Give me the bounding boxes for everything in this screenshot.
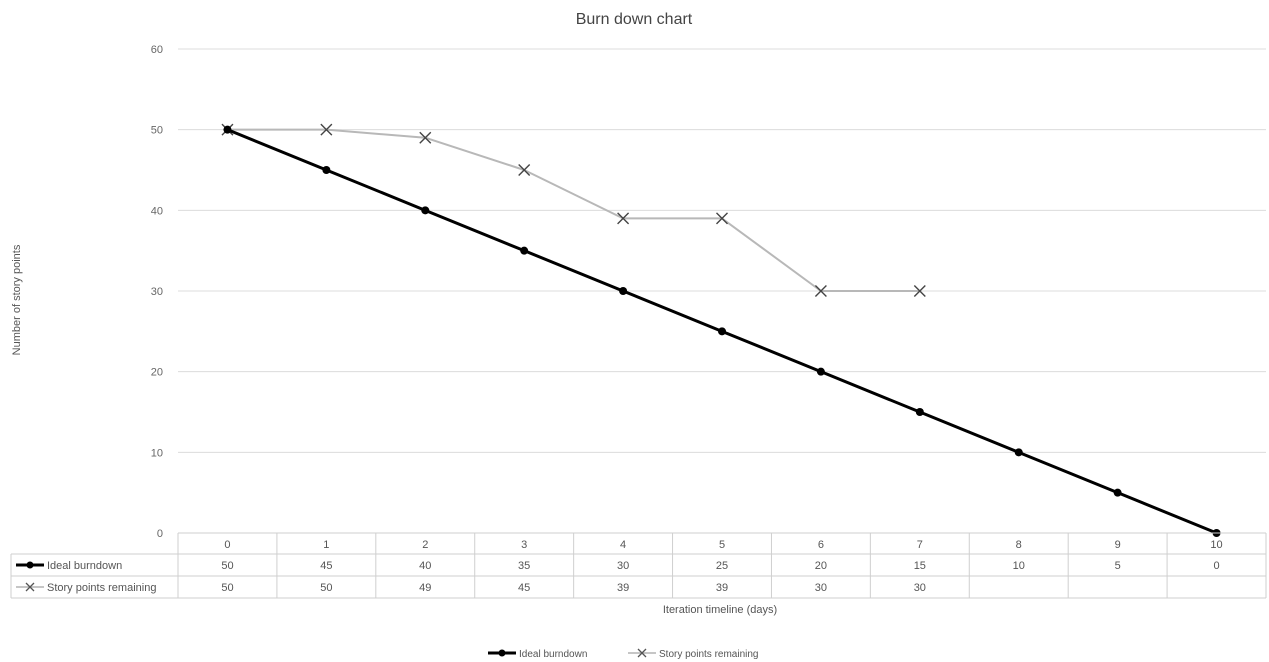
- x-tick-label: 5: [719, 539, 725, 551]
- y-tick-label: 0: [157, 528, 163, 540]
- table-cell: 39: [617, 582, 629, 594]
- table-cell: 35: [518, 560, 530, 572]
- legend: Ideal burndown Story points remaining: [488, 648, 759, 660]
- y-axis-ticks: 0 10 20 30 40 50 60: [151, 44, 163, 540]
- y-tick-label: 30: [151, 286, 163, 298]
- table-cell: 15: [914, 560, 926, 572]
- table-cell: 50: [221, 582, 233, 594]
- table-cell: 10: [1013, 560, 1025, 572]
- x-tick-label: 9: [1115, 539, 1121, 551]
- y-tick-label: 10: [151, 447, 163, 459]
- table-cell: 45: [320, 560, 332, 572]
- data-point: [716, 212, 728, 225]
- table-cell: 0: [1213, 560, 1219, 572]
- story-points-remaining-line: [227, 128, 920, 292]
- x-tick-label: 0: [224, 539, 230, 551]
- data-point: [320, 123, 333, 136]
- legend-label: Ideal burndown: [519, 649, 587, 660]
- x-tick-label: 10: [1210, 539, 1222, 551]
- data-point: [1014, 448, 1023, 457]
- gridlines: [178, 48, 1266, 534]
- table-series-label: Ideal burndown: [47, 560, 122, 572]
- x-tick-label: 4: [620, 539, 626, 551]
- y-tick-label: 40: [151, 205, 163, 217]
- data-point: [419, 131, 432, 144]
- table-cell: 49: [419, 582, 431, 594]
- x-tick-label: 3: [521, 539, 527, 551]
- table-cell: 40: [419, 560, 431, 572]
- table-cell: 20: [815, 560, 827, 572]
- series-lines: [221, 123, 1221, 537]
- data-point: [816, 367, 825, 376]
- x-tick-label: 8: [1016, 539, 1022, 551]
- table-cell: 50: [320, 582, 332, 594]
- data-point: [619, 287, 628, 295]
- table-cell: 50: [221, 560, 233, 572]
- data-point: [518, 164, 531, 176]
- x-tick-label: 7: [917, 539, 923, 551]
- table-cell: 30: [815, 582, 827, 594]
- data-point: [814, 285, 827, 297]
- data-point: [223, 125, 232, 134]
- x-tick-label: 1: [323, 539, 329, 551]
- data-point: [520, 246, 529, 255]
- table-cell: 30: [617, 560, 629, 572]
- data-point: [913, 285, 926, 297]
- x-tick-label: 2: [422, 539, 428, 551]
- table-cell: 39: [716, 582, 728, 594]
- data-point: [421, 206, 430, 215]
- x-tick-label: 6: [818, 539, 824, 551]
- marker-x-icon: [25, 582, 35, 592]
- table-cell: 5: [1115, 560, 1121, 572]
- table-cell: 45: [518, 582, 530, 594]
- legend-label: Story points remaining: [659, 649, 759, 660]
- data-point: [915, 408, 924, 416]
- marker-circle-icon: [26, 561, 34, 569]
- data-point: [718, 327, 726, 336]
- y-tick-label: 50: [151, 125, 163, 137]
- y-tick-label: 20: [151, 367, 163, 379]
- y-tick-label: 60: [151, 44, 163, 56]
- table-cell: 30: [914, 582, 926, 594]
- marker-x-icon: [637, 648, 647, 658]
- table-series-label: Story points remaining: [47, 582, 156, 594]
- marker-circle-icon: [498, 649, 506, 657]
- table-cell: 25: [716, 560, 728, 572]
- y-axis-label: Number of story points: [11, 244, 23, 355]
- chart-title: Burn down chart: [576, 11, 693, 28]
- data-point: [1113, 488, 1122, 497]
- data-point: [617, 212, 630, 225]
- x-axis-label: Iteration timeline (days): [663, 604, 777, 616]
- data-point: [322, 166, 331, 174]
